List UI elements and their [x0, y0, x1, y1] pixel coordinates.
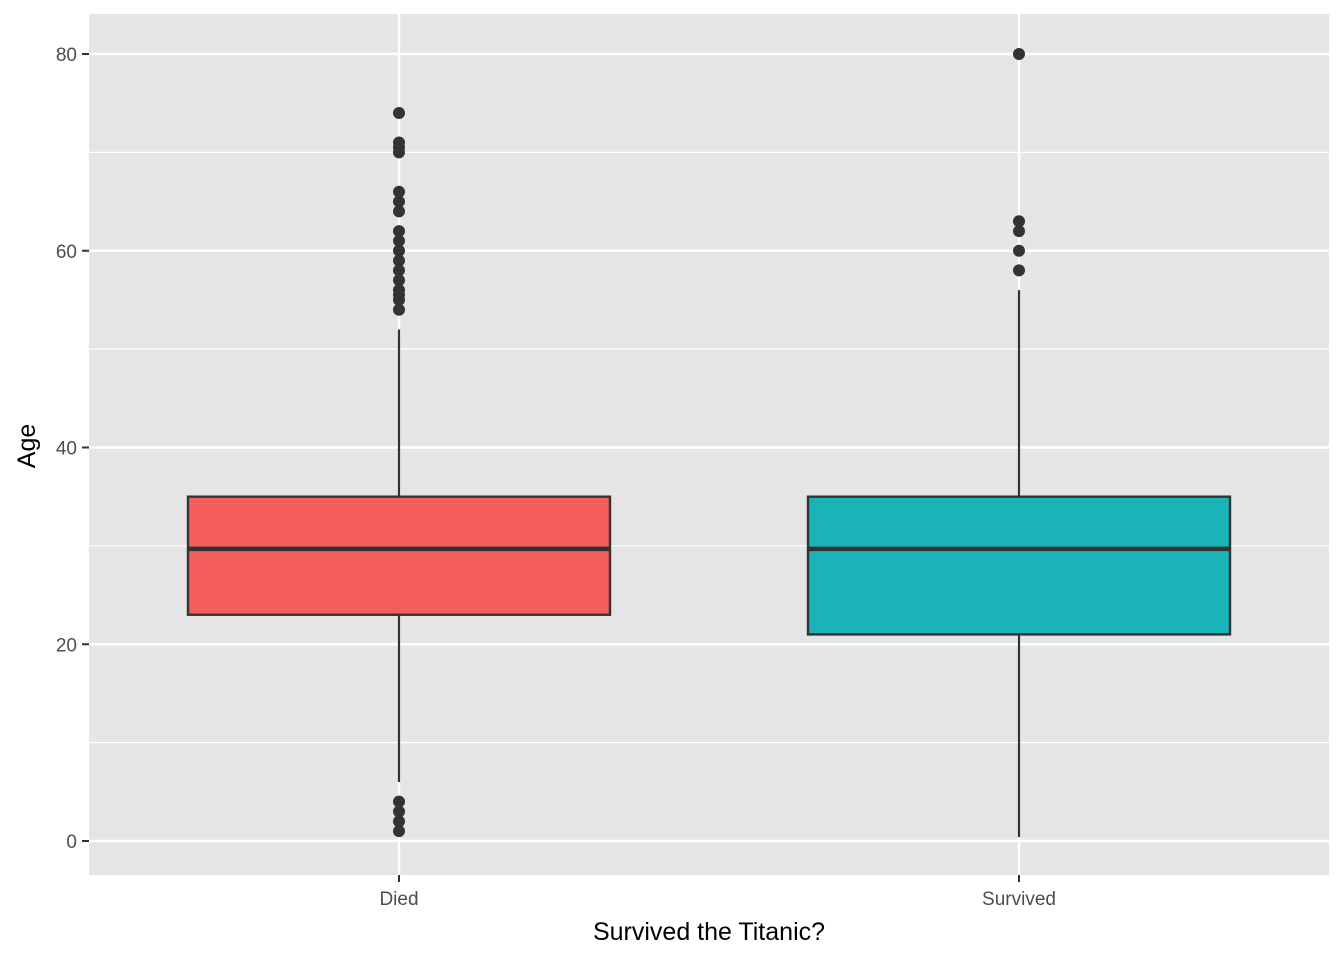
major-gridlines: [89, 52, 1329, 843]
outlier-point: [1013, 215, 1025, 228]
x-tick-label: Survived: [982, 889, 1056, 910]
outlier-point: [393, 274, 405, 287]
x-tick-label: Died: [379, 889, 418, 910]
iqr-box: [186, 495, 612, 616]
x-axis-title: Survived the Titanic?: [593, 918, 825, 946]
outlier-point: [393, 195, 405, 208]
y-tick-label: 0: [66, 832, 77, 853]
y-tick-label: 40: [56, 439, 77, 460]
outlier-point: [393, 185, 405, 198]
outlier-point: [393, 805, 405, 818]
outlier-points: [393, 48, 1025, 838]
outlier-point: [393, 107, 405, 120]
box-died: [186, 329, 612, 782]
y-axis: 0 20 40 60 80: [56, 45, 89, 853]
outlier-point: [1013, 244, 1025, 257]
outlier-point: [393, 225, 405, 238]
outlier-point: [393, 795, 405, 808]
outlier-point: [393, 264, 405, 277]
outlier-point: [393, 136, 405, 149]
box-survived: [806, 290, 1232, 838]
outlier-point: [393, 815, 405, 828]
outlier-point: [1013, 48, 1025, 60]
outlier-point: [1013, 225, 1025, 238]
boxes: [186, 290, 1232, 838]
plot-panel: [89, 14, 1329, 875]
y-axis-title: Age: [13, 424, 41, 468]
outlier-point: [393, 284, 405, 297]
y-tick-label: 60: [56, 242, 77, 263]
outlier-point: [393, 825, 405, 838]
outlier-point: [393, 303, 405, 316]
iqr-box: [806, 495, 1232, 636]
y-tick-label: 80: [56, 45, 77, 66]
x-axis: Died Survived: [379, 875, 1056, 910]
outlier-point: [393, 234, 405, 247]
outlier-point: [393, 205, 405, 218]
outlier-point: [393, 244, 405, 257]
outlier-point: [393, 254, 405, 267]
outlier-point: [1013, 264, 1025, 277]
y-tick-label: 20: [56, 635, 77, 656]
